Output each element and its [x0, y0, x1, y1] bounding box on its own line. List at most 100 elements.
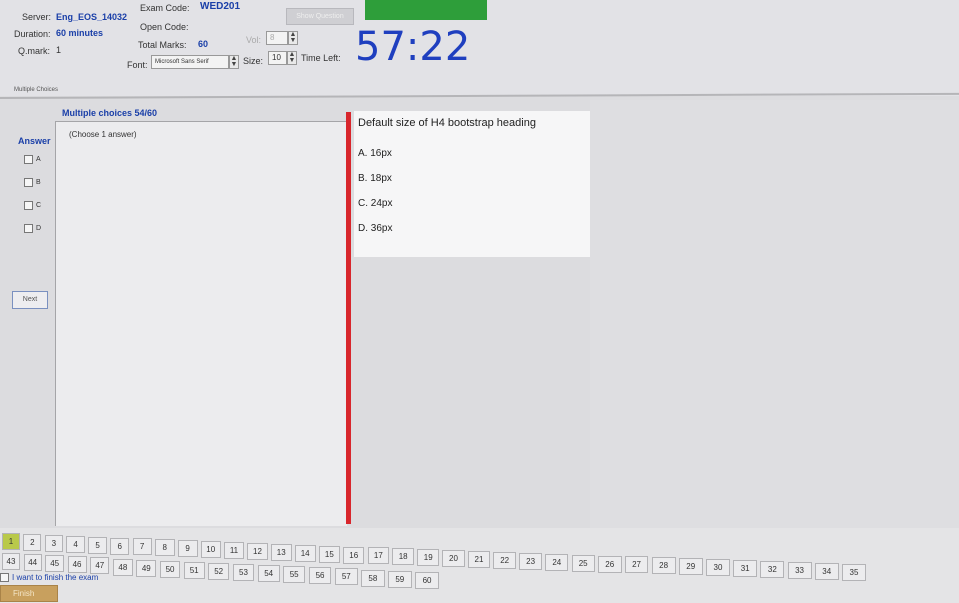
exam-code-value: WED201	[200, 1, 241, 12]
content-area	[590, 100, 959, 530]
size-stepper[interactable]: ▲ ▼	[287, 51, 297, 65]
question-nav-button[interactable]: 48	[113, 559, 133, 576]
question-nav-button[interactable]: 8	[155, 539, 175, 556]
answer-option-d[interactable]: D	[24, 224, 41, 233]
question-nav-button[interactable]: 57	[334, 568, 358, 585]
question-nav-button[interactable]: 35	[841, 564, 866, 581]
checkbox-c[interactable]	[24, 201, 33, 210]
question-nav-button[interactable]: 29	[678, 558, 703, 575]
answer-option-d-label: D	[36, 225, 42, 232]
finish-checkbox[interactable]	[0, 573, 9, 582]
question-nav-button[interactable]: 52	[208, 563, 230, 580]
section-label: Multiple Choices	[14, 87, 59, 93]
question-nav-button[interactable]: 54	[257, 565, 280, 582]
exam-code-label: Exam Code:	[140, 3, 190, 13]
size-label: Size:	[243, 56, 264, 66]
question-nav-button[interactable]: 50	[159, 561, 181, 578]
checkbox-d[interactable]	[24, 224, 33, 233]
question-nav-button[interactable]: 30	[705, 559, 730, 576]
next-button[interactable]: Next	[12, 291, 48, 309]
font-select[interactable]: Microsoft Sans Serif	[151, 55, 229, 69]
panel-splitter[interactable]	[346, 112, 351, 524]
question-nav-button[interactable]: 56	[308, 567, 332, 584]
question-nav-button[interactable]: 19	[417, 549, 440, 566]
answer-option-b-label: B	[36, 179, 41, 186]
question-nav-button[interactable]: 55	[283, 566, 306, 583]
duration-value: 60 minutes	[56, 28, 104, 38]
duration-label: Duration:	[14, 29, 51, 39]
vol-label: Vol:	[246, 35, 262, 45]
question-nav-button[interactable]: 33	[787, 562, 812, 579]
question-instruction: (Choose 1 answer)	[69, 130, 137, 139]
checkbox-b[interactable]	[24, 178, 33, 187]
question-section-title: Multiple choices 54/60	[62, 108, 158, 118]
checkbox-a[interactable]	[24, 155, 33, 164]
question-nav-button[interactable]: 25	[571, 555, 595, 572]
question-nav-button[interactable]: 34	[814, 563, 839, 580]
question-nav-button[interactable]: 5	[88, 537, 107, 554]
vol-field[interactable]: 8	[266, 31, 288, 45]
question-nav-button[interactable]: 27	[624, 556, 649, 573]
question-nav-button[interactable]: 13	[270, 544, 292, 561]
answer-option-a[interactable]: A	[24, 155, 41, 164]
font-select-stepper[interactable]: ▲ ▼	[229, 55, 239, 69]
qmark-value: 1	[56, 45, 62, 55]
question-nav-button[interactable]: 32	[760, 561, 785, 578]
question-nav-button[interactable]: 28	[651, 557, 676, 574]
question-nav-button[interactable]: 12	[247, 543, 268, 560]
question-nav-button[interactable]: 43	[2, 553, 20, 570]
show-question-button[interactable]: Show Question	[286, 8, 354, 25]
font-label: Font:	[127, 60, 148, 70]
answer-label: Answer	[18, 136, 51, 146]
question-nav-button[interactable]: 44	[23, 554, 42, 571]
question-nav-button[interactable]: 60	[415, 572, 440, 589]
question-nav-button[interactable]: 3	[44, 535, 64, 552]
question-nav-button[interactable]: 53	[232, 564, 255, 581]
answer-option-b[interactable]: B	[24, 178, 41, 187]
answer-option-a-label: A	[36, 156, 41, 163]
finish-confirm[interactable]: I want to finish the exam	[0, 573, 98, 582]
server-value: Eng_EOS_14032	[56, 12, 128, 22]
question-nav-button[interactable]: 58	[361, 570, 385, 587]
choice-a: A. 16px	[358, 148, 392, 159]
total-marks-value: 60	[198, 39, 209, 49]
question-nav-button[interactable]: 26	[598, 556, 622, 573]
question-nav-button[interactable]: 1	[2, 533, 20, 550]
question-nav-button[interactable]: 14	[294, 545, 316, 562]
question-nav-button[interactable]: 46	[67, 556, 87, 573]
question-nav-button[interactable]: 9	[177, 540, 198, 557]
question-nav-button[interactable]: 24	[545, 554, 569, 571]
question-nav-button[interactable]: 59	[388, 571, 412, 588]
question-nav-button[interactable]: 31	[733, 560, 758, 577]
question-text: Default size of H4 bootstrap heading	[358, 117, 536, 129]
time-left-value: 57:22	[355, 24, 471, 70]
question-nav-button[interactable]: 21	[467, 551, 491, 568]
size-field[interactable]: 10	[268, 51, 287, 65]
question-nav-button[interactable]: 47	[90, 557, 110, 574]
question-nav-button[interactable]: 10	[200, 541, 221, 558]
server-label: Server:	[22, 12, 52, 22]
question-nav-button[interactable]: 11	[223, 542, 245, 559]
answer-option-c[interactable]: C	[24, 201, 41, 210]
open-code-label: Open Code:	[140, 22, 189, 32]
question-nav-button[interactable]: 22	[493, 552, 516, 569]
question-nav-button[interactable]: 20	[442, 550, 465, 567]
status-bar-green	[365, 0, 487, 20]
finish-button[interactable]: Finish	[0, 585, 58, 602]
vol-stepper[interactable]: ▲ ▼	[288, 31, 298, 45]
total-marks-label: Total Marks:	[138, 40, 187, 50]
question-panel	[354, 111, 590, 257]
question-nav-button[interactable]: 18	[392, 548, 415, 565]
question-nav-button[interactable]: 6	[110, 538, 130, 555]
question-nav-button[interactable]: 49	[136, 560, 157, 577]
question-nav-button[interactable]: 4	[66, 536, 85, 553]
question-nav-button[interactable]: 16	[343, 547, 365, 564]
question-nav-button[interactable]: 45	[45, 555, 65, 572]
question-nav-button[interactable]: 2	[23, 534, 42, 551]
question-nav-button[interactable]: 51	[183, 562, 205, 579]
time-left-label: Time Left:	[301, 53, 341, 63]
question-nav-button[interactable]: 7	[132, 538, 152, 555]
question-nav-button[interactable]: 23	[519, 553, 543, 570]
question-nav-button[interactable]: 15	[318, 546, 340, 563]
question-nav-button[interactable]: 17	[367, 547, 390, 564]
